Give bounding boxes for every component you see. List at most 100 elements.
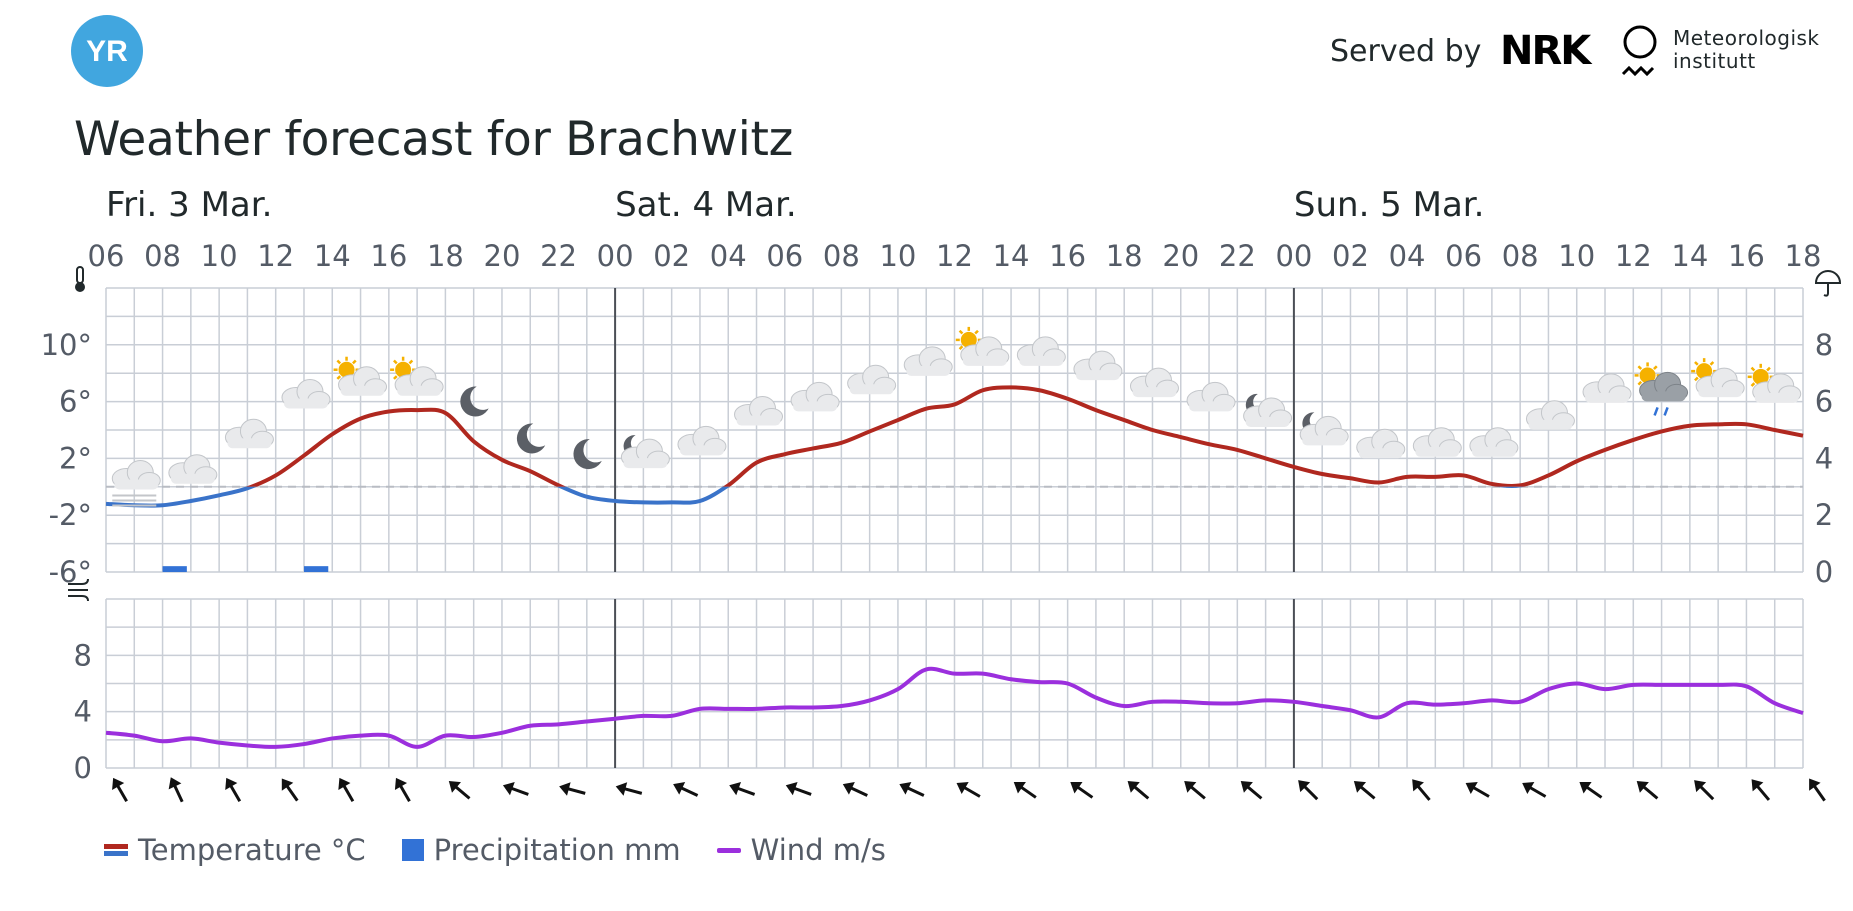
arrow-head [1809,778,1821,791]
precipitation-axis-label: 6 [1815,385,1833,419]
arrow-head [281,778,294,791]
sun-ray [336,359,342,365]
wind-stroke [68,595,89,602]
wind-direction-arrow [1809,778,1826,802]
cloud-base [1358,448,1403,459]
wind-direction-arrow [1127,781,1150,800]
wind-axis-label: 0 [74,751,92,785]
cloud-base [623,458,668,469]
cloud-base [906,365,951,376]
met-institute-name[interactable]: Meteorologisk institutt [1673,27,1820,73]
sun-disc [395,361,412,378]
sun-ray [1694,376,1699,382]
day-label: Sat. 4 Mar. [615,185,797,225]
cloud-icon [903,346,953,376]
sun-ray [958,329,964,335]
hour-tick-label: 08 [1502,239,1539,273]
hour-tick-label: 02 [653,239,690,273]
nrk-logo[interactable]: NRK [1500,30,1595,70]
arrow-head [1013,781,1026,794]
hour-tick-label: 06 [88,239,125,273]
sun-ray [1637,380,1643,386]
arrow-head [1694,780,1707,793]
umbrella-canopy [1814,270,1842,284]
arrow-head [559,782,571,796]
wind-direction-arrow [1298,780,1319,801]
wind-direction-arrow [899,781,925,797]
arrow-head [842,781,855,795]
arrow-head [615,782,628,796]
wind-direction-arrow [956,781,981,798]
hour-tick-label: 04 [710,239,747,273]
sun-ray [352,359,357,365]
cloudy-night-icon [620,435,670,469]
wind-grid [105,598,1804,769]
arrow-head [502,782,515,796]
yr-logo[interactable]: YR [71,15,143,87]
cloud-base [170,473,215,484]
hour-tick-label: 10 [1558,239,1595,273]
cloud-base [736,415,781,426]
moon-icon [516,423,546,454]
met-institute-logo-icon[interactable] [1618,22,1664,82]
partly-sunny-icon [1747,363,1802,403]
cloud-base [1019,355,1064,366]
partly-sunny-rain-icon [1634,362,1689,416]
sun-disc [1639,367,1656,384]
temperature-line-warm [245,385,1804,487]
cloud-base [1698,387,1743,398]
cloud-base [793,401,838,412]
cloud-base [1528,419,1573,430]
arrow-head [1353,781,1367,793]
hour-tick-label: 16 [1728,239,1765,273]
hour-tick-label: 20 [484,239,521,273]
svg-text:YR: YR [86,35,128,68]
wind-line [105,666,1804,749]
wind-direction-arrow [729,782,756,796]
partly-sunny-icon [390,356,444,396]
thermometer-icon [75,266,85,292]
wind-direction-arrow [1070,781,1094,799]
wind-direction-arrow [673,781,699,797]
hour-tick-label: 22 [540,239,577,273]
hour-tick-label: 02 [1332,239,1369,273]
wind-direction-arrow [785,782,812,796]
wind-direction-arrow [1465,781,1490,798]
thermometer-tube [76,266,84,284]
precipitation-bar [162,566,187,572]
wind-direction-arrow [1694,780,1715,801]
arrow-head [1127,781,1140,793]
moon-crescent [460,386,489,417]
hour-tick-label: 16 [370,239,407,273]
moon [516,423,546,454]
hour-tick-label: 18 [1106,239,1143,273]
sun-ray [1694,361,1699,366]
sun-disc [1696,363,1713,380]
cloud-icon [1469,427,1519,457]
sun-ray [1750,382,1756,387]
arrow-head [1751,779,1764,792]
cloud-base [1415,446,1460,457]
arrow-head [1240,781,1253,793]
wind-direction-arrow [615,782,643,796]
moon-icon [460,386,489,417]
cloud-base [1754,392,1799,403]
sun-ray [974,329,979,335]
hour-tick-label: 08 [823,239,860,273]
cloud-icon [1356,428,1406,459]
cloud-base [679,445,724,456]
precipitation-axis-label: 0 [1815,555,1833,589]
wind-direction-arrow [1636,781,1659,800]
cloud-icon [1582,373,1632,403]
cloud-base [1471,446,1516,457]
arrow-head [1636,781,1649,793]
arrow-head [956,781,969,795]
wind-direction-arrow [502,782,529,796]
moon [460,386,489,417]
cloud-base [1075,370,1120,381]
rain-drop [1663,406,1669,416]
hour-tick-label: 14 [1671,239,1708,273]
wind-swatch [716,847,741,853]
arrow-head [899,781,912,795]
